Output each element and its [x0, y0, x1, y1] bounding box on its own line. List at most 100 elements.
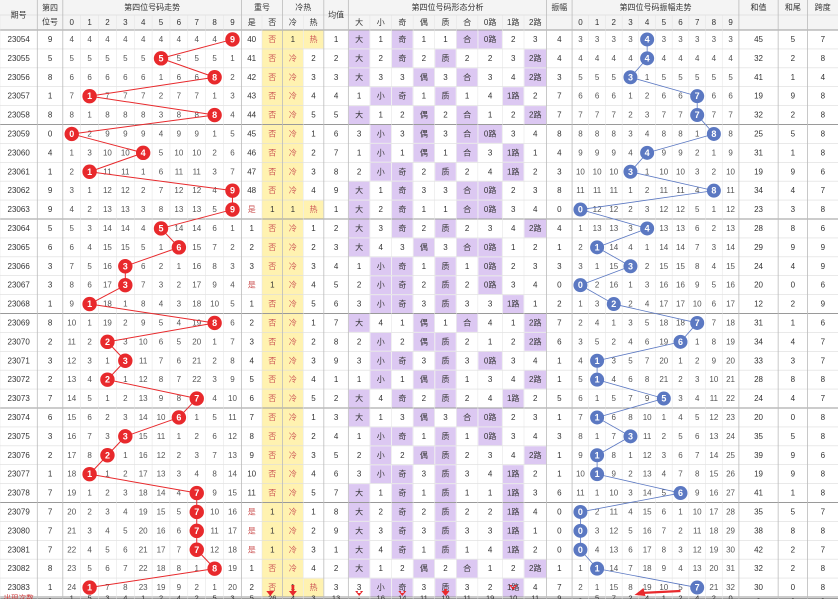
amp-miss-count: 9: [695, 281, 700, 290]
shape-hit-bg: [524, 446, 547, 465]
amp-digit-header: 3: [628, 18, 633, 27]
digit-ball-label: 8: [212, 72, 217, 82]
shape-hit-cell: 奇: [398, 506, 406, 516]
amp-miss-count: 4: [662, 470, 667, 479]
amp-ball-label: 7: [695, 583, 700, 593]
shape-hit-cell: 奇: [398, 53, 406, 63]
miss-count: 7: [123, 564, 128, 573]
miss-count: 6: [123, 73, 128, 82]
amp-miss-count: 11: [710, 394, 719, 403]
shape-hit-bg: [392, 181, 413, 200]
tail-cell: 5: [791, 129, 796, 138]
footer-count: 19: [486, 594, 494, 599]
hot-count-cell: 4: [311, 281, 316, 290]
shape-hit-cell: 2路: [529, 563, 541, 573]
cold-cell: 冷: [289, 544, 297, 554]
miss-count: 3: [195, 451, 200, 460]
amp-miss-count: 9: [578, 148, 583, 157]
miss-count: 1: [212, 337, 217, 346]
miss-count: 2: [123, 394, 128, 403]
shape-sub-header: 偶: [420, 17, 428, 27]
shape-hit-bg: [392, 389, 413, 408]
repeat-no-cell: 否: [268, 111, 276, 120]
cold-cell: 冷: [289, 53, 297, 63]
shape-hit-cell: 偶: [420, 110, 428, 120]
miss-count: 10: [139, 337, 148, 346]
amp-miss-count: 3: [645, 111, 650, 120]
miss-count: 5: [159, 148, 164, 157]
shape-hit-bg: [392, 427, 413, 446]
shape-miss: 3: [511, 281, 516, 290]
miss-count: 16: [103, 262, 112, 271]
tail-cell: 8: [791, 375, 796, 384]
amp-miss-count: 3: [578, 35, 583, 44]
miss-count: 21: [139, 545, 148, 554]
miss-count: 5: [87, 54, 92, 63]
shape-hit-cell: 大: [355, 525, 363, 535]
miss-count: 15: [103, 243, 112, 252]
shape-miss: 2: [422, 281, 427, 290]
footer-count: 10: [509, 594, 517, 599]
shape-miss: 4: [533, 281, 538, 290]
miss-count: 6: [212, 432, 217, 441]
miss-count: 4: [230, 111, 235, 120]
issue-cell: 23061: [8, 167, 31, 176]
repeat-no-cell: 否: [268, 148, 276, 157]
shape-hit-cell: 合: [463, 110, 471, 120]
avg-cell: 3: [334, 583, 339, 592]
repeat-no-cell: 否: [268, 413, 276, 422]
miss-count: 8: [212, 470, 217, 479]
miss-count: 15: [67, 413, 76, 422]
shape-hit-cell: 合: [463, 185, 471, 195]
shape-miss: 2: [422, 507, 427, 516]
amp-miss-count: 16: [709, 489, 718, 498]
amp-miss-count: 17: [709, 507, 718, 516]
amp-miss-count: 12: [609, 526, 618, 535]
shape-miss: 1: [465, 375, 470, 384]
amp-miss-count: 6: [662, 507, 667, 516]
miss-count: 2: [230, 243, 235, 252]
miss-count: 10: [210, 507, 219, 516]
miss-count: 15: [139, 432, 148, 441]
amp-miss-count: 9: [578, 451, 583, 460]
amp-miss-count: 8: [628, 583, 633, 592]
miss-count: 11: [193, 167, 202, 176]
issue-cell: 23055: [8, 54, 31, 63]
miss-count: 14: [139, 413, 148, 422]
amp-miss-count: 2: [712, 167, 717, 176]
amp-miss-count: 7: [662, 526, 667, 535]
amp-miss-count: 1: [595, 432, 600, 441]
miss-count: 1: [123, 300, 128, 309]
amp-ball-label: 7: [695, 110, 700, 120]
cold-count-cell: 1: [291, 205, 296, 214]
shape-hit-cell: 2路: [529, 317, 541, 327]
hot-count-cell: 2: [311, 526, 316, 535]
repeat-no-cell: 否: [268, 394, 276, 403]
shape-miss: 4: [488, 545, 493, 554]
shape-hit-bg: [348, 484, 370, 502]
miss-count: 5: [123, 54, 128, 63]
miss-count: 2: [159, 92, 164, 101]
shape-hit-cell: 0路: [484, 412, 496, 422]
shape-miss: 3: [533, 186, 538, 195]
miss-count: 16: [192, 262, 201, 271]
avg-cell: 3: [334, 413, 339, 422]
shape-miss: 1: [357, 262, 362, 271]
issue-cell: 23070: [8, 337, 31, 346]
amp-ball: [573, 202, 588, 217]
amp-digit-header: 1: [595, 18, 600, 27]
miss-count: 5: [70, 54, 75, 63]
shape-hit-bg: [370, 276, 392, 295]
amp-miss-count: 7: [712, 111, 717, 120]
amp-miss-count: 3: [678, 394, 683, 403]
amp-miss-count: 8: [712, 337, 717, 346]
digit-ball: [82, 296, 97, 312]
repeat-count-cell: 1: [249, 564, 254, 573]
cold-cell: 冷: [289, 223, 297, 233]
footer-count: 1: [70, 594, 74, 599]
shape-miss: 2: [422, 54, 427, 63]
repeat-count-cell: 44: [247, 111, 256, 120]
shape-miss: 1: [422, 432, 427, 441]
miss-count: 5: [159, 318, 164, 327]
miss-count: 12: [103, 186, 112, 195]
